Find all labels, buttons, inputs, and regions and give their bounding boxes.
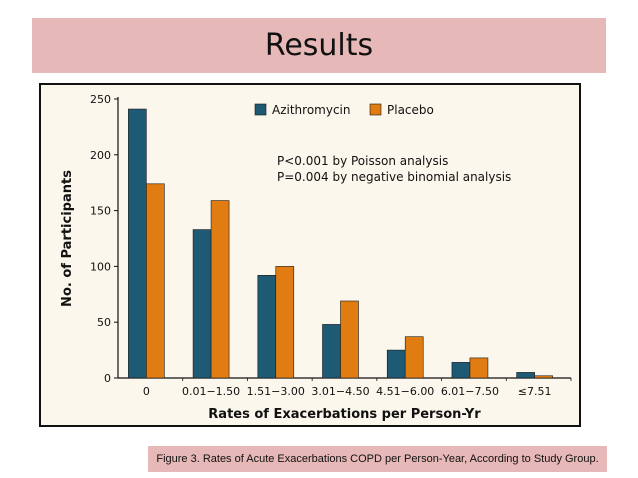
bar-azithromycin: [386, 349, 406, 379]
x-tick-label: 0: [143, 385, 150, 398]
x-tick-label: 4.51−6.00: [376, 385, 434, 398]
title-banner: Results: [32, 18, 606, 73]
bar-azithromycin: [128, 108, 147, 379]
y-tick-label: 250: [90, 93, 111, 106]
bar-chart: 0 50 100 150 200 250 No. of Participants 0 0.01−…: [60, 93, 572, 422]
x-tick-label: 0.01−1.50: [182, 385, 240, 398]
y-tick-label: 100: [90, 260, 111, 273]
legend-swatch-placebo: [369, 103, 382, 116]
x-tick-label: ≤7.51: [518, 385, 552, 398]
chart-axes: 0 50 100 150 200 250 No. of Participants 0 0.01−…: [60, 93, 572, 422]
bar-placebo: [469, 357, 489, 379]
p-value-annotation: P<0.001 by Poisson analysis: [277, 154, 448, 168]
legend-swatch-azithromycin: [254, 103, 267, 116]
chart-bars: [128, 108, 553, 379]
bar-placebo: [146, 183, 165, 379]
x-axis-title: Rates of Exacerbations per Person-Yr: [208, 407, 481, 422]
legend-label-azithromycin: Azithromycin: [272, 103, 351, 117]
bar-placebo: [210, 200, 230, 379]
y-tick-label: 150: [90, 205, 111, 218]
y-tick-label: 0: [104, 372, 111, 385]
bar-azithromycin: [192, 229, 212, 379]
legend-label-placebo: Placebo: [387, 103, 434, 117]
bar-placebo: [534, 375, 553, 379]
y-tick-label: 50: [97, 316, 111, 329]
figure-caption: Figure 3. Rates of Acute Exacerbations C…: [156, 453, 599, 465]
bar-placebo: [275, 266, 295, 379]
bar-azithromycin: [257, 275, 277, 379]
chart-legend: Azithromycin Placebo: [254, 103, 434, 117]
x-tick-label: 3.01−4.50: [311, 385, 369, 398]
x-tick-label: 6.01−7.50: [441, 385, 499, 398]
slide-title: Results: [264, 28, 374, 63]
y-axis-title: No. of Participants: [60, 170, 75, 307]
caption-banner: Figure 3. Rates of Acute Exacerbations C…: [148, 446, 607, 472]
bar-azithromycin: [516, 372, 535, 379]
chart-annotations: P<0.001 by Poisson analysis P=0.004 by ne…: [277, 154, 511, 184]
y-tick-label: 200: [90, 149, 111, 162]
p-value-annotation: P=0.004 by negative binomial analysis: [277, 170, 511, 184]
x-tick-label: 1.51−3.00: [247, 385, 305, 398]
chart-frame: 0 50 100 150 200 250 No. of Participants 0 0.01−…: [39, 83, 581, 427]
bar-placebo: [340, 300, 359, 379]
bar-azithromycin: [451, 362, 471, 379]
bar-azithromycin: [322, 324, 341, 379]
bar-placebo: [404, 336, 424, 379]
